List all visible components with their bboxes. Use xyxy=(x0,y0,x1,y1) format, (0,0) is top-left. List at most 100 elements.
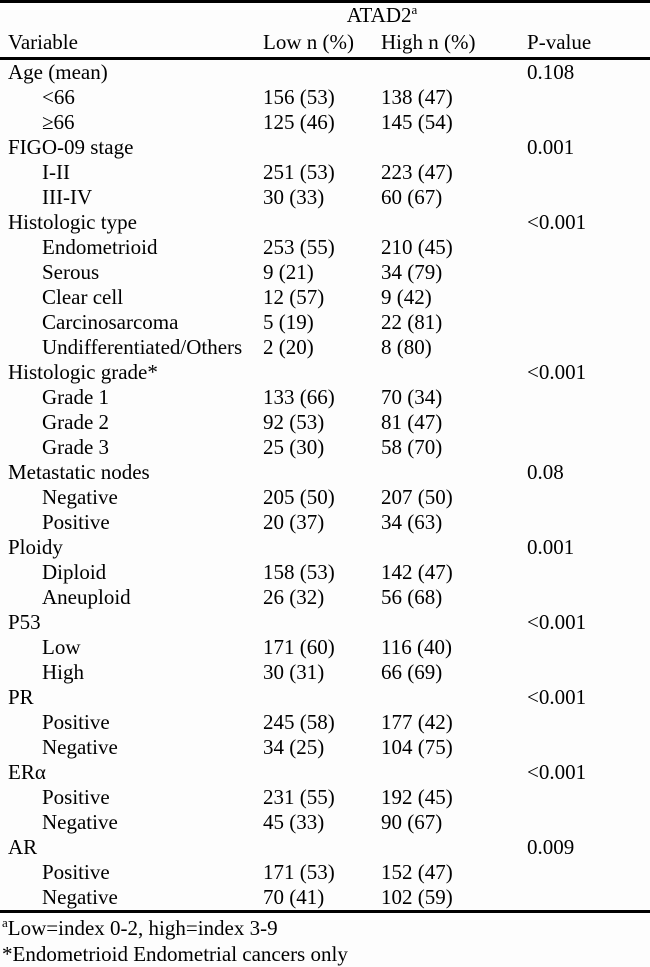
cell-pvalue: 0.001 xyxy=(527,135,650,160)
table-row: Serous 9 (21) 34 (79) xyxy=(0,260,650,285)
cell-high-n: 102 (59) xyxy=(381,885,527,912)
cell-low-n xyxy=(263,59,381,86)
cell-low-n: 205 (50) xyxy=(263,485,381,510)
cell-high-n xyxy=(381,835,527,860)
cell-variable: Positive xyxy=(0,860,263,885)
footnote-text: Endometrioid Endometrial cancers only xyxy=(13,942,348,966)
cell-variable: Diploid xyxy=(0,560,263,585)
cell-low-n: 25 (30) xyxy=(263,435,381,460)
cell-pvalue xyxy=(527,285,650,310)
cell-low-n: 5 (19) xyxy=(263,310,381,335)
cell-variable: Positive xyxy=(0,785,263,810)
cell-low-n: 45 (33) xyxy=(263,810,381,835)
table-row: PR <0.001 xyxy=(0,685,650,710)
cell-pvalue: <0.001 xyxy=(527,760,650,785)
footnote-grade-definition: *Endometrioid Endometrial cancers only xyxy=(2,942,650,967)
footnotes: aLow=index 0-2, high=index 3-9 *Endometr… xyxy=(0,916,650,967)
spanner-title-text: ATAD2 xyxy=(347,3,412,27)
cell-variable: High xyxy=(0,660,263,685)
table-row: High 30 (31) 66 (69) xyxy=(0,660,650,685)
cell-high-n: 145 (54) xyxy=(381,110,527,135)
table-row: Grade 3 25 (30) 58 (70) xyxy=(0,435,650,460)
table-row: I-II 251 (53) 223 (47) xyxy=(0,160,650,185)
cell-pvalue: <0.001 xyxy=(527,685,650,710)
cell-variable: <66 xyxy=(0,85,263,110)
cell-low-n xyxy=(263,610,381,635)
cell-high-n xyxy=(381,360,527,385)
cell-pvalue xyxy=(527,660,650,685)
cell-high-n: 192 (45) xyxy=(381,785,527,810)
cell-variable: Grade 1 xyxy=(0,385,263,410)
cell-low-n: 34 (25) xyxy=(263,735,381,760)
table-row: Carcinosarcoma 5 (19) 22 (81) xyxy=(0,310,650,335)
cell-variable: Grade 2 xyxy=(0,410,263,435)
cell-variable: ERα xyxy=(0,760,263,785)
cell-variable: PR xyxy=(0,685,263,710)
table-row: Grade 2 92 (53) 81 (47) xyxy=(0,410,650,435)
cell-high-n xyxy=(381,210,527,235)
cell-variable: P53 xyxy=(0,610,263,635)
table-row: AR 0.009 xyxy=(0,835,650,860)
table-row: Positive 20 (37) 34 (63) xyxy=(0,510,650,535)
table-row: Positive 171 (53) 152 (47) xyxy=(0,860,650,885)
spanner-spacer-left xyxy=(0,2,263,29)
cell-high-n xyxy=(381,135,527,160)
cell-pvalue xyxy=(527,385,650,410)
cell-low-n: 30 (33) xyxy=(263,185,381,210)
cell-variable: III-IV xyxy=(0,185,263,210)
cell-pvalue xyxy=(527,585,650,610)
cell-high-n: 8 (80) xyxy=(381,335,527,360)
clinicopathologic-table: ATAD2a Variable Low n (%) High n (%) P-v… xyxy=(0,0,650,913)
table-row: Histologic type <0.001 xyxy=(0,210,650,235)
footnote-index-definition: aLow=index 0-2, high=index 3-9 xyxy=(2,916,650,942)
cell-high-n xyxy=(381,59,527,86)
table-row: Diploid 158 (53) 142 (47) xyxy=(0,560,650,585)
cell-low-n xyxy=(263,685,381,710)
cell-low-n: 156 (53) xyxy=(263,85,381,110)
cell-variable: Ploidy xyxy=(0,535,263,560)
cell-low-n: 171 (53) xyxy=(263,860,381,885)
cell-pvalue xyxy=(527,410,650,435)
cell-high-n xyxy=(381,685,527,710)
cell-pvalue: 0.009 xyxy=(527,835,650,860)
cell-pvalue xyxy=(527,560,650,585)
table-row: Negative 34 (25) 104 (75) xyxy=(0,735,650,760)
table-row: Negative 70 (41) 102 (59) xyxy=(0,885,650,912)
table-row: <66 156 (53) 138 (47) xyxy=(0,85,650,110)
cell-low-n: 30 (31) xyxy=(263,660,381,685)
cell-low-n: 251 (53) xyxy=(263,160,381,185)
cell-low-n: 92 (53) xyxy=(263,410,381,435)
cell-pvalue xyxy=(527,310,650,335)
cell-variable: Negative xyxy=(0,735,263,760)
cell-variable: Histologic grade* xyxy=(0,360,263,385)
table-row: Metastatic nodes 0.08 xyxy=(0,460,650,485)
cell-low-n xyxy=(263,135,381,160)
cell-low-n xyxy=(263,360,381,385)
cell-variable: Aneuploid xyxy=(0,585,263,610)
cell-pvalue xyxy=(527,260,650,285)
cell-high-n: 223 (47) xyxy=(381,160,527,185)
spanner-title: ATAD2a xyxy=(263,2,527,29)
footnote-text: Low=index 0-2, high=index 3-9 xyxy=(8,916,278,940)
cell-pvalue xyxy=(527,185,650,210)
cell-low-n: 245 (58) xyxy=(263,710,381,735)
table-row: III-IV 30 (33) 60 (67) xyxy=(0,185,650,210)
cell-variable: Serous xyxy=(0,260,263,285)
cell-variable: Clear cell xyxy=(0,285,263,310)
cell-low-n: 2 (20) xyxy=(263,335,381,360)
cell-pvalue xyxy=(527,335,650,360)
cell-pvalue: 0.001 xyxy=(527,535,650,560)
cell-high-n: 22 (81) xyxy=(381,310,527,335)
cell-pvalue xyxy=(527,85,650,110)
cell-high-n: 207 (50) xyxy=(381,485,527,510)
cell-pvalue xyxy=(527,785,650,810)
cell-high-n: 34 (63) xyxy=(381,510,527,535)
cell-low-n: 171 (60) xyxy=(263,635,381,660)
cell-high-n xyxy=(381,760,527,785)
cell-high-n: 138 (47) xyxy=(381,85,527,110)
cell-pvalue xyxy=(527,885,650,912)
cell-low-n: 253 (55) xyxy=(263,235,381,260)
table-row: Negative 45 (33) 90 (67) xyxy=(0,810,650,835)
cell-variable: Carcinosarcoma xyxy=(0,310,263,335)
